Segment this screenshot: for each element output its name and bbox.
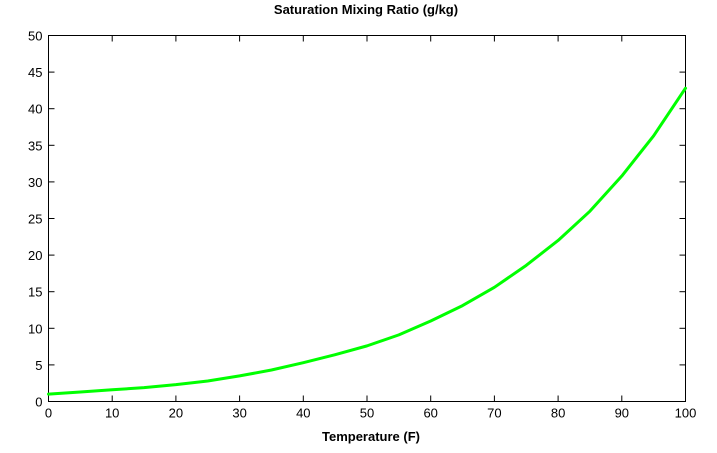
x-tick-label: 70 [487,406,501,421]
x-tick-label: 0 [45,406,52,421]
x-tick-label: 80 [551,406,565,421]
series-layer [47,86,687,396]
x-tick-label: 100 [675,406,697,421]
y-tick-label: 35 [28,138,42,153]
y-tick-label: 10 [28,321,42,336]
y-tick-label: 15 [28,285,42,300]
y-tick-label: 30 [28,175,42,190]
y-tick-label: 0 [35,395,42,410]
y-tick-label: 5 [35,358,42,373]
axis-tick-labels: 0 10 20 30 40 50 60 70 80 90 100 0 5 10 15 20 25 30 35 40 45… [28,29,696,421]
x-axis-label: Temperature (F) [322,429,420,444]
x-tick-label: 40 [296,406,310,421]
y-tick-label: 45 [28,65,42,80]
chart-title: Saturation Mixing Ratio (g/kg) [274,2,458,17]
x-tick-label: 50 [360,406,374,421]
y-tick-label: 20 [28,248,42,263]
x-tick-label: 30 [232,406,246,421]
x-tick-label: 10 [105,406,119,421]
series-line [47,86,687,396]
x-tick-label: 60 [423,406,437,421]
axis-ticks [48,35,686,402]
x-tick-label: 90 [615,406,629,421]
y-tick-label: 40 [28,102,42,117]
y-tick-label: 50 [28,29,42,44]
y-tick-label: 25 [28,212,42,227]
x-tick-label: 20 [169,406,183,421]
